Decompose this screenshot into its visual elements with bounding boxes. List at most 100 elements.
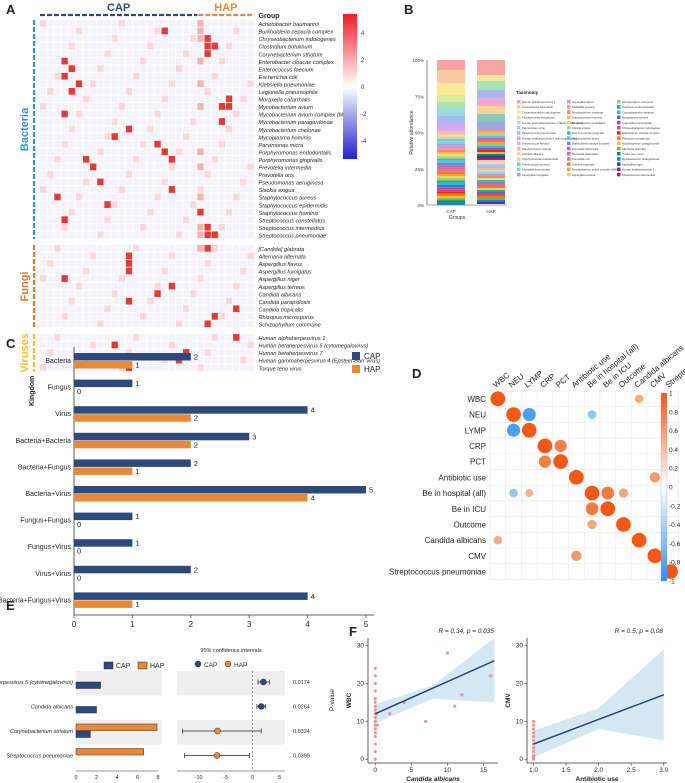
heatmap-cell: [211, 231, 218, 239]
heatmap-cell: [118, 349, 125, 356]
heatmap-cell: [247, 252, 254, 260]
heatmap-cell: [54, 334, 61, 341]
heatmap-cell: [225, 171, 233, 178]
heatmap-cell: [147, 334, 154, 341]
ci-point: [257, 703, 265, 710]
taxon-label: Schizophyllum commune: [259, 323, 321, 329]
heatmap-cell: [218, 252, 226, 260]
heatmap-cell: [190, 244, 197, 252]
heatmap-cell: [225, 87, 233, 95]
heatmap-cell: [211, 356, 218, 364]
heatmap-cell: [168, 27, 176, 35]
heatmap-cell: [161, 118, 168, 125]
heatmap-cell: [175, 334, 183, 341]
x-tick-label: -5: [223, 775, 228, 781]
heatmap-cell: [140, 103, 147, 110]
heatmap-cell: [247, 244, 254, 252]
heatmap-cell: [111, 155, 118, 163]
heatmap-cell: [82, 80, 90, 88]
scale-tick-label: 0.6: [669, 428, 678, 435]
bar-value-label: 4: [311, 406, 315, 415]
group-label: Group: [259, 13, 280, 20]
heatmap-cell: [104, 208, 111, 216]
legend-swatch: [567, 100, 571, 104]
heatmap-cell: [125, 216, 133, 224]
stack-segment: [437, 132, 465, 135]
heatmap-cell: [47, 140, 54, 148]
correlation-circle: [525, 489, 534, 498]
heatmap-cell: [47, 312, 54, 320]
heatmap-cell: [125, 72, 133, 80]
heatmap-cell: [147, 305, 154, 313]
heatmap-cell: [190, 103, 197, 110]
heatmap-cell: [125, 290, 133, 297]
heatmap-cell: [183, 364, 190, 371]
heatmap-cell: [118, 282, 125, 290]
taxon-label: Pseudomonas aeruginosa: [259, 181, 324, 187]
heatmap-cell: [132, 297, 140, 305]
heatmap-cell: [190, 155, 197, 163]
stack-segment: [437, 145, 465, 148]
heatmap-cell: [175, 364, 183, 371]
heatmap-cell: [97, 80, 104, 88]
feature-label: Human betaherpesvirus 5 (cytomegalovirus…: [0, 680, 73, 686]
heatmap-cell: [247, 133, 254, 140]
heatmap-cell: [90, 216, 97, 224]
stack-segment: [437, 163, 465, 166]
heatmap-cell: [161, 216, 168, 224]
heatmap-cell: [140, 364, 147, 371]
heatmap-cell: [75, 341, 83, 349]
heatmap-cell: [233, 252, 240, 260]
heatmap-cell: [118, 133, 125, 140]
bar-cap: [74, 432, 250, 441]
x-tick-label: 1.0: [529, 767, 538, 774]
legend-swatch: [567, 172, 571, 177]
stack-segment: [437, 116, 465, 123]
legend-swatch: [517, 152, 521, 156]
heatmap-cell: [118, 275, 125, 282]
regression-line: [374, 660, 495, 715]
heatmap-cell: [140, 72, 147, 80]
heatmap-cell: [75, 186, 83, 193]
heatmap-cell: [47, 216, 54, 224]
heatmap-cell: [82, 27, 90, 35]
heatmap-cell: [90, 87, 97, 95]
heatmap-cell: [197, 244, 204, 252]
heatmap-cell: [161, 171, 168, 178]
heatmap-cell: [147, 312, 154, 320]
heatmap-cell: [140, 290, 147, 297]
heatmap-cell: [125, 275, 133, 282]
heatmap-cell: [240, 231, 247, 239]
stack-segment: [437, 138, 465, 141]
heatmap-cell: [147, 125, 154, 133]
heatmap-cell: [240, 163, 247, 171]
heatmap-cell: [75, 201, 83, 208]
heatmap-cell: [225, 133, 233, 140]
correlation-circle: [506, 407, 521, 422]
heatmap-cell: [154, 125, 161, 133]
y-tick-label: 50%: [415, 131, 424, 136]
legend-entry: Aspergillus flavus: [572, 100, 594, 104]
stack-segment: [477, 158, 505, 160]
heatmap-cell: [140, 95, 147, 103]
legend-label-hap: HAP: [150, 663, 165, 670]
heatmap-cell: [211, 148, 218, 156]
heatmap-cell: [125, 80, 133, 88]
heatmap-cell: [61, 110, 68, 118]
cap-header-label: CAP: [107, 2, 130, 14]
heatmap-cell: [75, 57, 83, 65]
heatmap-cell: [204, 103, 211, 110]
heatmap-cell: [104, 334, 111, 341]
heatmap-cell: [233, 57, 240, 65]
heatmap-cell: [75, 118, 83, 125]
heatmap-cell: [190, 80, 197, 88]
heatmap-cell: [240, 275, 247, 282]
heatmap-cell: [161, 208, 168, 216]
correlation-circle: [647, 548, 663, 564]
bar-hap: [74, 440, 191, 449]
legend-entry: Mycobacterium paragordonae: [622, 142, 660, 146]
p-value-axis-label: P-value: [329, 689, 336, 711]
heatmap-cell: [68, 148, 75, 156]
heatmap-cell: [104, 163, 111, 171]
heatmap-cell: [118, 223, 125, 231]
